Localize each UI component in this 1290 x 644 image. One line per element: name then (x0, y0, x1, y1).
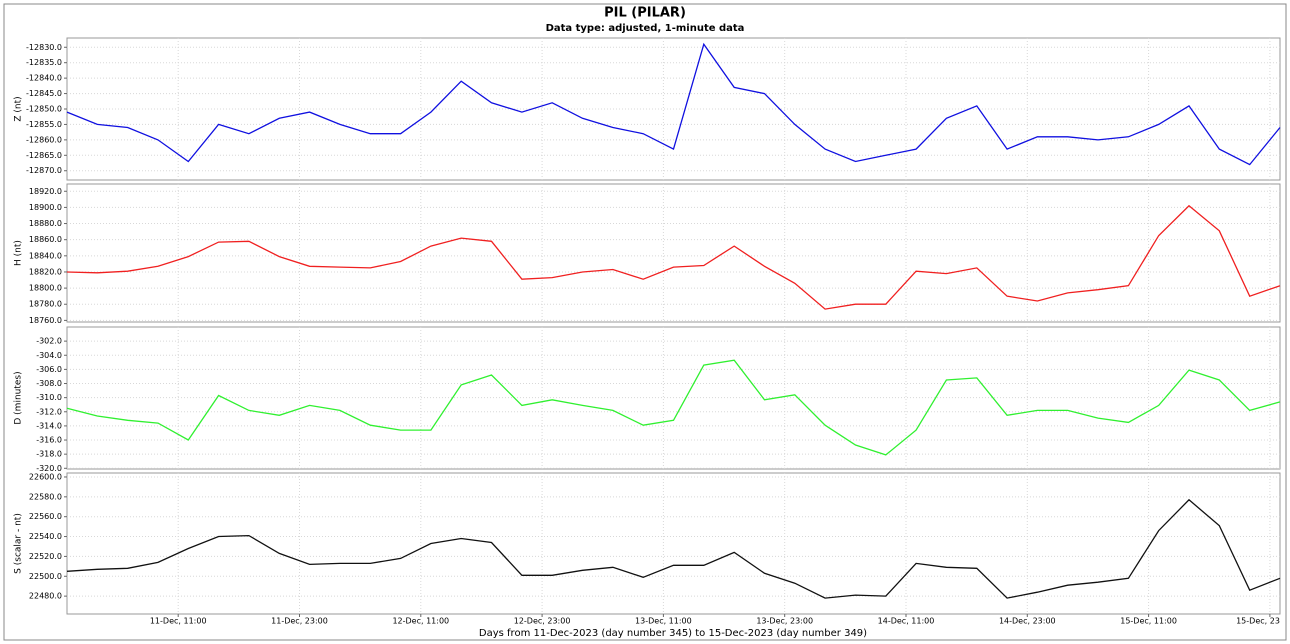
y-tick-label: 22480.0 (29, 592, 62, 601)
x-tick-label: 13-Dec, 23:00 (756, 617, 813, 626)
y-tick-label: -12835.0 (26, 58, 62, 67)
data-line (66, 359, 1281, 456)
x-tick-label: 13-Dec, 11:00 (635, 617, 692, 626)
plot-area (66, 183, 1281, 323)
y-tick-label: 18860.0 (29, 235, 62, 244)
y-tick-label: -12830.0 (26, 43, 62, 52)
x-tick-label: 15-Dec, 11:00 (1120, 617, 1177, 626)
y-axis-label: H (nt) (14, 240, 24, 266)
y-tick-label: 22580.0 (29, 492, 62, 501)
y-tick-label: 18820.0 (29, 267, 62, 276)
x-tick-label: 12-Dec, 11:00 (392, 617, 449, 626)
y-tick-label: -302.0 (36, 337, 62, 346)
y-tick-label: -12855.0 (26, 120, 62, 129)
x-tick-label: 14-Dec, 11:00 (878, 617, 935, 626)
y-tick-label: -312.0 (36, 407, 62, 416)
y-tick-label: 22500.0 (29, 572, 62, 581)
x-tick-label: 15-Dec, 23 (1236, 617, 1280, 626)
y-tick-label: 18880.0 (29, 219, 62, 228)
x-tick-label: 12-Dec, 23:00 (514, 617, 571, 626)
y-tick-label: -12850.0 (26, 105, 62, 114)
y-tick-label: -310.0 (36, 393, 62, 402)
y-axis-label: Z (nt) (14, 96, 24, 121)
y-tick-label: -12870.0 (26, 166, 62, 175)
chart-subtitle: Data type: adjusted, 1-minute data (546, 23, 745, 34)
y-tick-label: -12845.0 (26, 89, 62, 98)
data-line (66, 42, 1281, 166)
y-tick-label: 22600.0 (29, 472, 62, 481)
y-tick-label: -320.0 (36, 464, 62, 473)
y-tick-label: -318.0 (36, 450, 62, 459)
y-tick-label: -316.0 (36, 436, 62, 445)
y-tick-label: 18900.0 (29, 203, 62, 212)
y-tick-label: 22560.0 (29, 512, 62, 521)
x-tick-label: 11-Dec, 23:00 (271, 617, 328, 626)
y-tick-label: 22520.0 (29, 552, 62, 561)
y-tick-label: 22540.0 (29, 532, 62, 541)
y-tick-label: -304.0 (36, 351, 62, 360)
x-tick-label: 14-Dec, 23:00 (999, 617, 1056, 626)
y-tick-label: 18920.0 (29, 187, 62, 196)
plot-area (66, 472, 1281, 615)
y-tick-label: -12865.0 (26, 151, 62, 160)
y-tick-label: 18840.0 (29, 251, 62, 260)
y-tick-label: -12840.0 (26, 74, 62, 83)
data-line (66, 498, 1281, 599)
y-axis-label: D (minutes) (14, 371, 24, 424)
y-tick-label: 18800.0 (29, 284, 62, 293)
y-axis-label: S (scalar - nt) (14, 513, 24, 574)
x-tick-label: 11-Dec, 11:00 (150, 617, 207, 626)
y-tick-label: -306.0 (36, 365, 62, 374)
data-line (66, 204, 1281, 310)
y-tick-label: -12860.0 (26, 135, 62, 144)
y-tick-label: -308.0 (36, 379, 62, 388)
y-tick-label: 18760.0 (29, 316, 62, 325)
y-tick-label: -314.0 (36, 421, 62, 430)
y-tick-label: 18780.0 (29, 300, 62, 309)
chart-title: PIL (PILAR) (604, 6, 686, 21)
x-axis-label: Days from 11-Dec-2023 (day number 345) t… (479, 628, 867, 639)
